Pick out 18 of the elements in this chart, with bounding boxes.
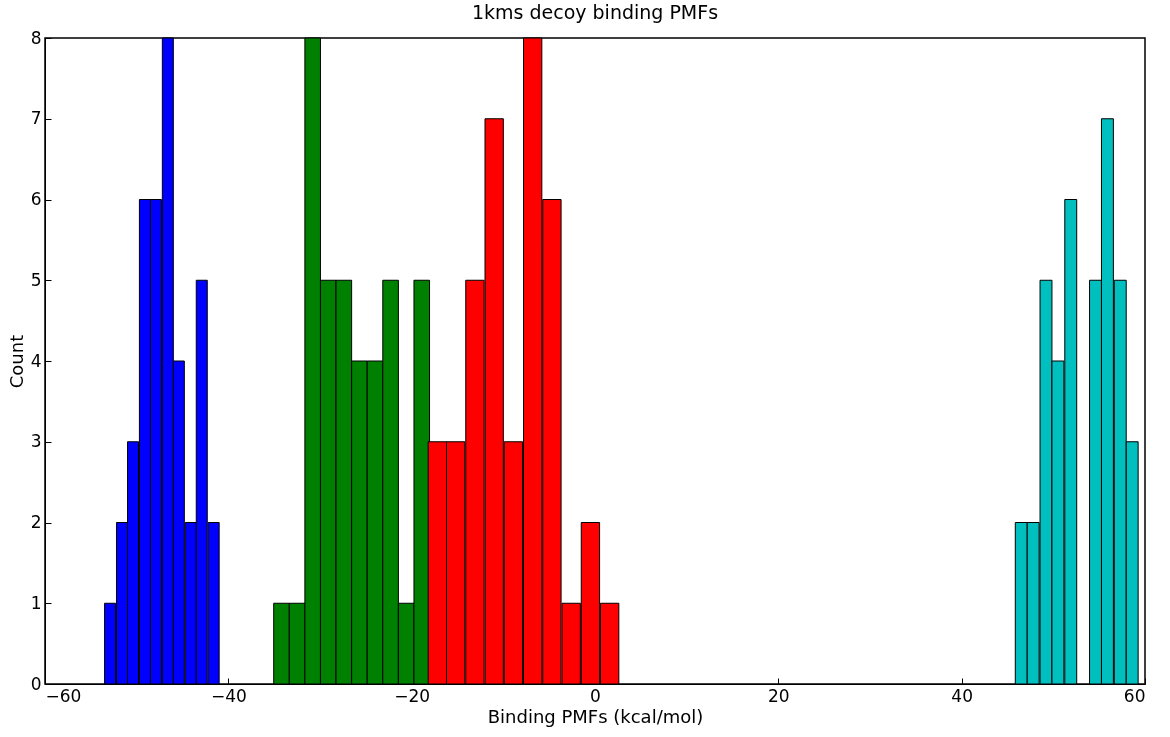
chart-title: 1kms decoy binding PMFs bbox=[471, 1, 719, 23]
y-tick-label: 8 bbox=[30, 27, 42, 48]
y-tick-label: 7 bbox=[30, 108, 42, 129]
x-tick-label: 60 bbox=[1123, 685, 1146, 706]
x-tick-label: −60 bbox=[45, 685, 82, 706]
y-axis-title: Count bbox=[5, 334, 27, 389]
x-axis-title: Binding PMFs (kcal/mol) bbox=[487, 705, 704, 727]
x-tick-label: 40 bbox=[951, 685, 973, 706]
y-tick-label: 6 bbox=[30, 189, 42, 209]
y-tick-label: 1 bbox=[30, 592, 42, 613]
x-tick-label: 20 bbox=[768, 685, 790, 706]
x-tick-label: −40 bbox=[210, 685, 247, 706]
y-tick-label: 4 bbox=[30, 350, 42, 371]
y-tick-label: 2 bbox=[30, 512, 42, 532]
y-tick-label: 3 bbox=[30, 431, 42, 452]
x-tick-label: 0 bbox=[590, 685, 601, 706]
y-tick-label: 5 bbox=[30, 269, 42, 290]
x-tick-label: −20 bbox=[394, 685, 431, 706]
